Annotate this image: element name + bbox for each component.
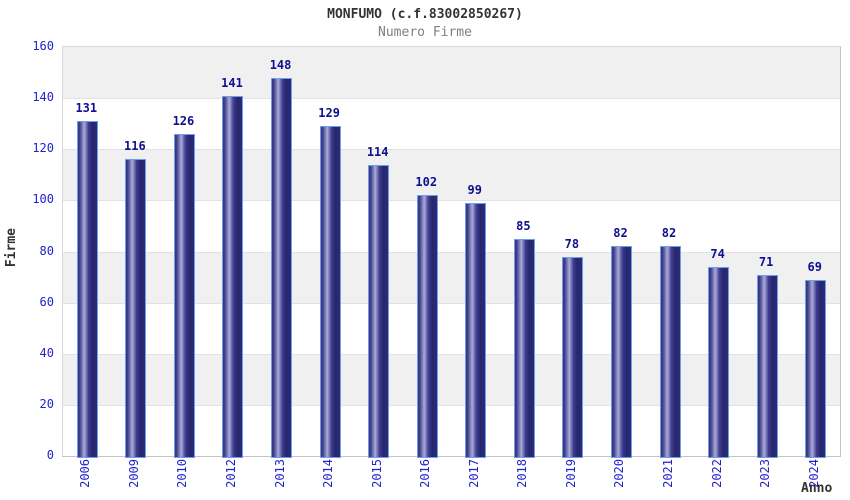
bar-value-label: 82 [661, 226, 677, 240]
bar-value-label: 85 [516, 219, 531, 233]
x-axis-tick-label: 2021 [661, 459, 676, 488]
bar-2013[interactable] [271, 78, 293, 458]
bar-2012[interactable] [222, 96, 244, 458]
x-axis-title: Anno [801, 481, 833, 496]
x-axis-tick-label: 2015 [369, 459, 384, 488]
bar-value-label: 102 [415, 175, 438, 189]
x-axis-tick-label: 2019 [563, 459, 578, 488]
bar-value-label: 114 [366, 145, 389, 159]
bar-value-label: 69 [807, 260, 822, 274]
bar-value-label: 141 [221, 76, 243, 90]
x-axis-tick-label: 2023 [758, 459, 773, 488]
bar-2024[interactable] [805, 280, 827, 458]
bar-value-label: 82 [613, 226, 628, 240]
x-axis-tick-label: 2016 [418, 459, 433, 488]
y-axis-tick-label: 140 [32, 90, 54, 105]
bar-value-label: 71 [758, 255, 774, 269]
bar-2010[interactable] [173, 134, 195, 458]
x-axis-tick-label: 2017 [466, 459, 481, 488]
grid-band [63, 47, 840, 99]
y-axis-tick-label: 120 [32, 141, 54, 156]
bar-2018[interactable] [513, 239, 535, 458]
y-axis-tick-label: 0 [46, 448, 54, 462]
x-axis-tick-label: 2013 [272, 459, 287, 488]
bar-2021[interactable] [659, 246, 681, 458]
bar-2020[interactable] [610, 246, 632, 458]
bar-2014[interactable] [319, 126, 341, 458]
bar-2017[interactable] [465, 203, 487, 458]
x-axis-tick-label: 2012 [223, 459, 238, 488]
bar-value-label: 78 [564, 237, 580, 251]
plot-area [62, 46, 841, 458]
chart-title: MONFUMO (c.f.83002850267) [327, 7, 523, 22]
bar-value-label: 74 [710, 247, 725, 261]
y-axis-tick-label: 40 [39, 345, 54, 360]
y-axis-tick-label: 100 [32, 192, 54, 207]
x-axis-tick-label: 2014 [321, 459, 336, 488]
bar-value-label: 99 [467, 183, 482, 197]
bar-2016[interactable] [416, 195, 438, 458]
bar-2009[interactable] [125, 159, 147, 458]
y-axis-tick-label: 80 [39, 243, 54, 258]
bar-2019[interactable] [562, 257, 584, 458]
x-axis-tick-label: 2010 [175, 459, 190, 488]
y-axis-tick-label: 20 [39, 396, 54, 411]
x-axis-tick-label: 2018 [515, 459, 530, 488]
bar-2023[interactable] [756, 275, 778, 458]
x-axis-tick-label: 2020 [612, 459, 627, 488]
x-axis-tick-label: 2006 [78, 459, 93, 488]
bar-value-label: 148 [269, 58, 292, 72]
bar-2022[interactable] [708, 267, 730, 458]
chart-subtitle: Numero Firme [378, 25, 472, 40]
x-axis-tick-label: 2024 [806, 459, 821, 488]
y-axis-tick-label: 160 [32, 39, 54, 53]
bar-2006[interactable] [76, 121, 98, 458]
y-axis-tick-label: 60 [39, 294, 54, 309]
bar-value-label: 116 [124, 139, 146, 153]
x-axis-tick-label: 2009 [126, 459, 141, 488]
bar-value-label: 126 [172, 114, 195, 128]
x-axis-tick-label: 2022 [709, 459, 724, 488]
bar-value-label: 131 [75, 101, 98, 115]
bar-2015[interactable] [368, 165, 390, 458]
bar-value-label: 129 [318, 106, 340, 120]
